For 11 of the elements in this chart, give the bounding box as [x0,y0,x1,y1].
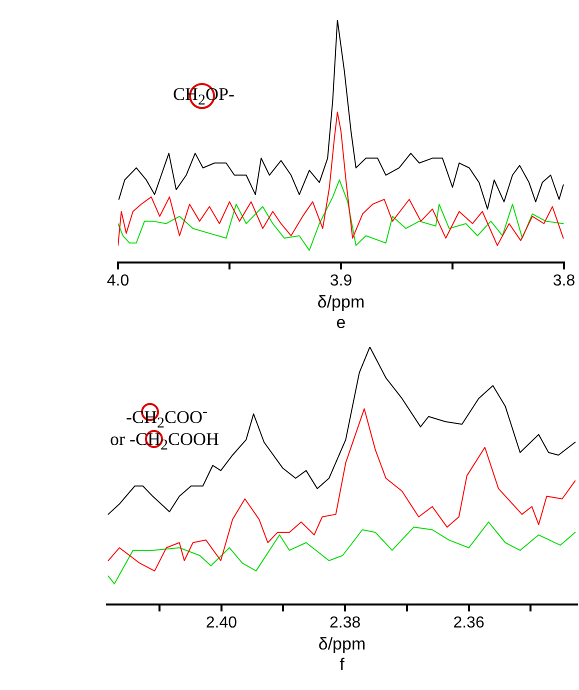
x-tick-label: 4.0 [106,272,130,290]
x-tick-label: 3.8 [552,272,576,290]
x-tick-label: 2.40 [206,614,238,632]
x-tick-label: 2.36 [453,614,484,632]
x-tick-label: 2.38 [330,614,361,632]
text: f [338,655,346,675]
x-axis-title: δ/ppm [318,634,366,654]
x-axis-title: δ/ppm [317,292,365,312]
text: e [335,313,347,333]
annotation: -CH$_{2}$COO$^{-}$ [126,404,208,432]
x-tick-label: 3.9 [330,272,352,290]
